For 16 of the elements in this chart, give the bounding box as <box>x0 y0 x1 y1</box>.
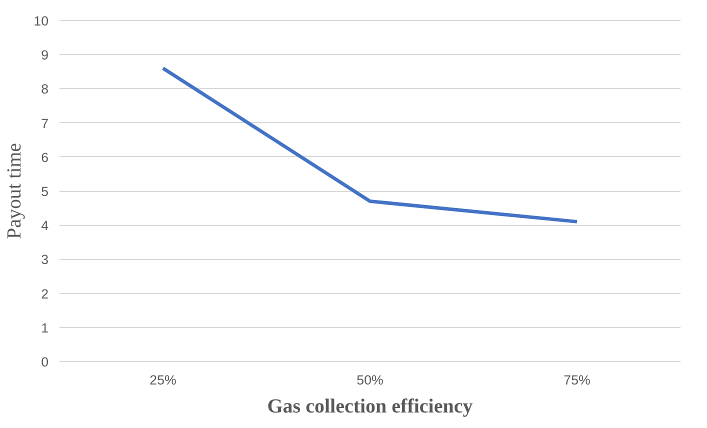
y-tick-label: 0 <box>41 354 49 370</box>
x-tick-label: 25% <box>150 372 176 388</box>
y-tick-label: 6 <box>41 150 49 165</box>
x-tick-label: 75% <box>564 372 590 388</box>
y-tick-label: 8 <box>41 82 49 97</box>
y-tick-label: 3 <box>41 252 49 268</box>
y-tick-label: 10 <box>34 14 49 28</box>
y-tick-label: 9 <box>41 48 49 63</box>
y-tick-label: 5 <box>41 184 49 199</box>
y-tick-label: 4 <box>41 218 50 234</box>
y-tick-label: 2 <box>41 286 49 302</box>
y-axis-title: Payout time <box>4 142 26 240</box>
y-tick-label: 1 <box>41 320 49 336</box>
y-tick-label: 7 <box>41 116 49 131</box>
x-tick-label: 50% <box>356 372 384 388</box>
x-axis-title: Gas collection efficiency <box>267 396 473 418</box>
